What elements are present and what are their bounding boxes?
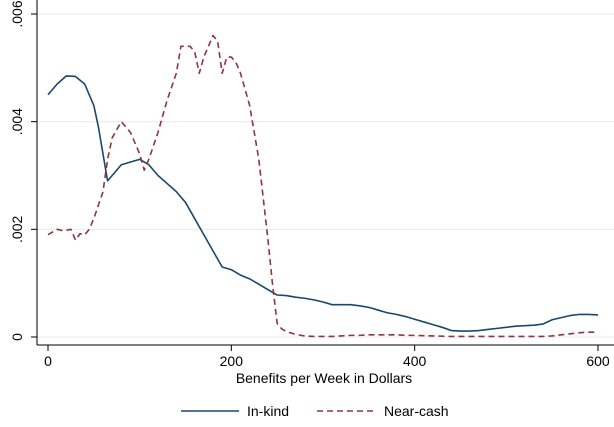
x-axis-title: Benefits per Week in Dollars: [236, 370, 412, 386]
y-tick-label: .002: [9, 215, 25, 242]
series-group: [47, 34, 599, 338]
x-tick-label: 0: [44, 353, 52, 369]
series-line-in-kind: [47, 75, 599, 332]
legend-label-in-kind: In-kind: [247, 403, 289, 419]
axes: 0 .002 .004 .006 0 200 400 600: [9, 0, 614, 369]
x-tick-label: 600: [586, 353, 610, 369]
y-tick-label: .006: [9, 0, 25, 27]
x-tick-label: 200: [220, 353, 244, 369]
x-tick-label: 400: [403, 353, 427, 369]
series-line-near-cash: [47, 34, 598, 338]
legend-label-near-cash: Near-cash: [384, 403, 449, 419]
y-tick-label: 0: [9, 333, 25, 341]
y-tick-label: .004: [9, 108, 25, 135]
grid-lines: [37, 13, 614, 338]
plot-background: [37, 0, 614, 345]
legend: In-kind Near-cash: [181, 403, 449, 419]
